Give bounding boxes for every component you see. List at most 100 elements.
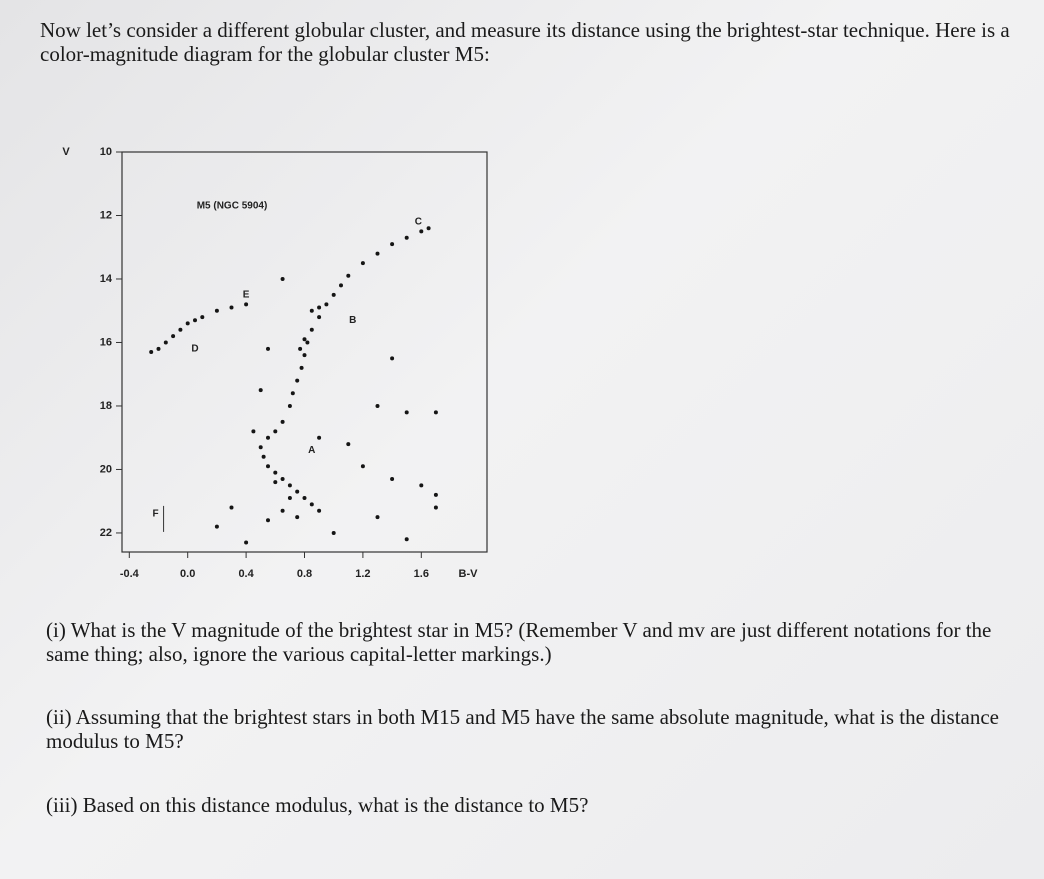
y-tick-label: 20 — [100, 463, 112, 475]
star-point — [258, 445, 263, 450]
star-point — [309, 308, 314, 313]
star-point — [317, 508, 322, 513]
plot-frame — [121, 151, 488, 553]
star-point — [419, 483, 424, 488]
star-point — [258, 388, 263, 393]
star-point — [346, 273, 351, 278]
x-axis-label: B-V — [459, 568, 479, 580]
star-point — [331, 530, 336, 535]
star-point — [295, 378, 300, 383]
star-point — [360, 261, 365, 266]
star-point — [290, 391, 295, 396]
star-point — [280, 508, 285, 513]
question: (iii) Based on this distance modulus, wh… — [46, 793, 589, 817]
question: (ii) Assuming that the brightest stars i… — [46, 705, 999, 753]
star-point — [404, 235, 409, 240]
intro-text: Now let’s consider a different globular … — [40, 18, 1010, 66]
x-tick-label: -0.4 — [120, 568, 140, 580]
x-tick-label: 0.0 — [180, 568, 195, 580]
y-tick-label: 10 — [100, 146, 112, 158]
star-point — [298, 346, 303, 351]
annotation: F — [153, 509, 159, 520]
star-point — [287, 403, 292, 408]
star-point — [302, 353, 307, 358]
star-point — [185, 321, 190, 326]
y-tick-label: 18 — [100, 400, 112, 412]
star-point — [280, 419, 285, 424]
star-point — [171, 334, 176, 339]
star-point — [419, 229, 424, 234]
star-point — [193, 318, 197, 323]
star-point — [360, 464, 365, 469]
star-point — [309, 502, 314, 507]
star-point — [404, 410, 409, 415]
star-point — [244, 302, 249, 307]
star-point — [324, 302, 329, 307]
x-tick-label: 0.8 — [297, 568, 312, 580]
y-axis-label: V — [62, 146, 70, 158]
star-point — [244, 540, 249, 545]
star-point — [390, 242, 395, 247]
star-point — [375, 515, 380, 520]
star-point — [433, 505, 438, 510]
star-point — [375, 403, 380, 408]
y-tick-label: 16 — [100, 336, 112, 348]
star-point — [178, 327, 183, 332]
star-point — [200, 315, 205, 320]
star-point — [305, 340, 310, 345]
star-point — [309, 327, 314, 332]
x-tick-label: 0.4 — [238, 568, 254, 580]
star-point — [433, 492, 438, 497]
star-point — [273, 429, 278, 434]
star-point — [317, 305, 322, 310]
star-point — [214, 308, 219, 313]
star-point — [317, 315, 322, 320]
chart-title: M5 (NGC 5904) — [197, 201, 268, 212]
star-point — [229, 505, 234, 510]
star-point — [433, 410, 438, 415]
star-point — [302, 496, 307, 501]
annotation: A — [308, 445, 315, 456]
annotation: C — [415, 216, 422, 227]
annotation: D — [191, 343, 198, 354]
star-point — [156, 346, 161, 351]
star-point — [287, 496, 292, 501]
star-point — [375, 251, 380, 256]
star-point — [266, 346, 270, 351]
star-point — [390, 356, 395, 361]
star-point — [149, 350, 154, 354]
star-point — [295, 515, 300, 520]
star-point — [266, 464, 270, 469]
star-point — [251, 429, 256, 434]
star-point — [426, 226, 431, 231]
star-point — [339, 283, 343, 288]
star-point — [295, 489, 300, 494]
star-point — [163, 340, 168, 345]
star-point — [266, 435, 270, 440]
star-point — [266, 518, 270, 523]
star-point — [214, 524, 219, 529]
star-point — [273, 470, 278, 475]
star-point — [331, 292, 336, 297]
star-point — [287, 483, 292, 488]
annotation: B — [349, 315, 356, 326]
x-tick-label: 1.2 — [355, 568, 370, 580]
x-tick-label: 1.6 — [414, 568, 429, 580]
star-point — [280, 276, 285, 281]
star-point — [229, 305, 234, 310]
y-tick-label: 22 — [100, 527, 112, 539]
star-point — [346, 442, 351, 447]
y-tick-label: 12 — [100, 209, 112, 221]
star-point — [317, 435, 322, 440]
annotation: E — [243, 289, 250, 300]
question: (i) What is the V magnitude of the brigh… — [46, 618, 992, 666]
star-point — [261, 454, 266, 459]
star-point — [280, 476, 285, 481]
star-point — [299, 365, 304, 370]
star-point — [273, 480, 278, 485]
star-point — [390, 476, 395, 481]
star-point — [404, 537, 409, 542]
star-point — [302, 337, 307, 342]
